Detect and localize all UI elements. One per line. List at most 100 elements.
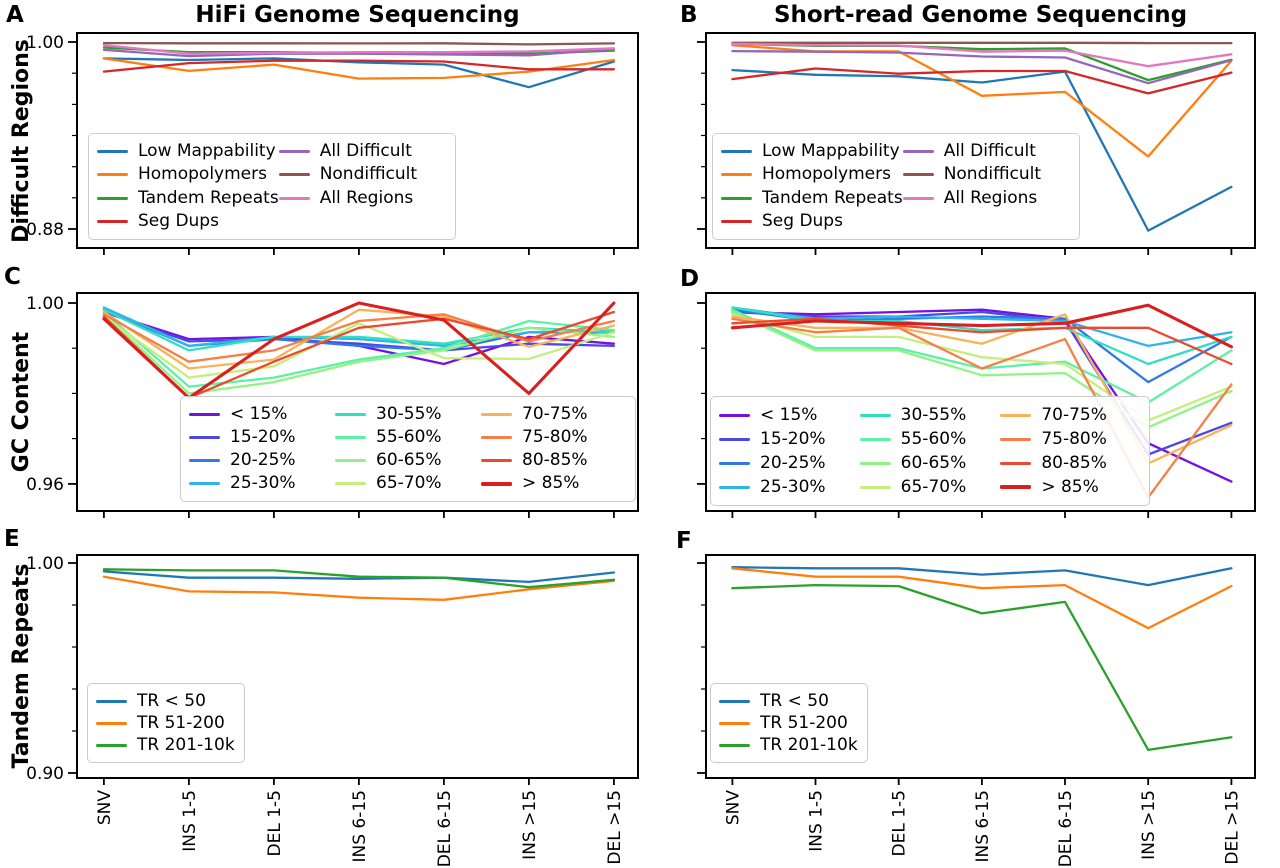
legend-item: 60-65% xyxy=(859,451,1001,475)
x-tick-label: INS 1-5 xyxy=(807,790,827,852)
series-line xyxy=(102,308,616,370)
legend-line-sample xyxy=(1000,437,1032,441)
legend-item: 30-55% xyxy=(859,403,1001,427)
legend-item: 65-70% xyxy=(859,475,1001,499)
legend-line-sample xyxy=(97,150,128,154)
legend-item: 15-20% xyxy=(719,427,860,451)
legend-label: > 85% xyxy=(522,473,580,493)
legend-line-sample xyxy=(278,173,310,177)
legend-item: < 15% xyxy=(719,403,860,427)
legend-line-sample xyxy=(719,485,750,489)
series-line xyxy=(731,567,1233,630)
y-tick-label: 1.00 xyxy=(26,294,64,314)
plot-border xyxy=(705,32,1256,249)
panel-f-plot: SNV INS 1-5 DEL 1-5 INS 6-15 DEL 6-15 INS >15… xyxy=(697,554,1256,867)
legend-line-sample xyxy=(335,459,366,462)
legend-item: < 15% xyxy=(189,403,335,426)
legend-line-sample xyxy=(189,459,220,462)
legend-line-sample xyxy=(189,436,220,439)
legend-item: 70-75% xyxy=(481,403,627,426)
legend-label: 75-80% xyxy=(1041,428,1107,449)
legend-line-sample xyxy=(189,482,220,485)
legend-column: Low Mappability Homopolymers Tandem Repeat… xyxy=(721,140,903,233)
panel-letter-b: B xyxy=(680,2,698,28)
legend-label: Seg Dups xyxy=(762,210,843,231)
legend-item: 55-60% xyxy=(335,426,481,449)
series-line xyxy=(731,317,1233,366)
legend-line-sample xyxy=(719,743,750,747)
x-tick-label: INS 6-15 xyxy=(350,790,370,863)
legend-label: 60-65% xyxy=(376,450,442,470)
legend-line-sample xyxy=(96,721,127,725)
legend-label: Low Mappability xyxy=(138,141,276,162)
legend-line-sample xyxy=(721,150,752,154)
series-line xyxy=(102,310,616,388)
legend-line-sample xyxy=(481,459,512,462)
legend-item: TR 51-200 xyxy=(719,712,859,734)
legend-item: 75-80% xyxy=(1000,427,1141,451)
panel-d-legend: < 15% 15-20% 20-25% 25-30% 30-55% 55-60% 60-65… xyxy=(710,396,1150,506)
panel-a-plot: 1.00 0.88 xyxy=(26,32,639,255)
legend-label: 65-70% xyxy=(376,473,442,493)
legend-item: Low Mappability xyxy=(721,140,903,163)
legend-line-sample xyxy=(335,413,366,416)
legend-line-sample xyxy=(859,413,891,417)
legend-item: All Regions xyxy=(278,187,447,210)
legend-line-sample xyxy=(902,150,934,154)
legend-line-sample xyxy=(278,196,310,200)
legend-label: 15-20% xyxy=(230,427,296,447)
legend-label: 75-80% xyxy=(522,427,588,447)
legend-label: Tandem Repeats xyxy=(762,187,903,208)
legend-line-sample xyxy=(335,436,366,439)
x-tick-label: DEL 6-15 xyxy=(435,790,455,867)
series-line xyxy=(102,47,616,58)
legend-column: < 15% 15-20% 20-25% 25-30% xyxy=(719,403,860,499)
legend-label: All Difficult xyxy=(319,141,412,162)
legend-item: TR < 50 xyxy=(719,690,859,712)
legend-line-sample xyxy=(481,413,512,416)
series-line xyxy=(102,301,616,400)
legend-column: 30-55% 55-60% 60-65% 65-70% xyxy=(859,403,1001,499)
x-tick-label: INS 1-5 xyxy=(180,790,200,852)
legend-item: Seg Dups xyxy=(721,210,903,233)
legend-item: TR < 50 xyxy=(96,690,236,712)
x-tick-label: DEL >15 xyxy=(1222,790,1242,865)
legend-line-sample xyxy=(721,173,752,177)
series-line xyxy=(102,568,616,589)
legend-item: > 85% xyxy=(1000,475,1141,499)
legend-line-sample xyxy=(481,481,512,486)
legend-line-sample xyxy=(859,485,891,489)
panel-letter-f: F xyxy=(676,528,692,554)
legend-item: All Difficult xyxy=(902,140,1071,163)
panel-letter-d: D xyxy=(680,266,700,292)
legend-line-sample xyxy=(96,743,127,747)
legend-label: Homopolymers xyxy=(138,164,267,185)
legend-item: TR 51-200 xyxy=(96,712,236,734)
series-line xyxy=(102,570,616,584)
legend-label: 70-75% xyxy=(522,404,588,424)
legend-label: Nondifficult xyxy=(319,164,418,185)
series-line xyxy=(102,59,616,73)
legend-item: 25-30% xyxy=(189,472,335,495)
legend-label: TR 51-200 xyxy=(760,712,848,733)
legend-line-sample xyxy=(97,173,128,177)
legend-item: Homopolymers xyxy=(721,163,903,186)
legend-item: Homopolymers xyxy=(97,163,279,186)
series-line xyxy=(102,315,616,379)
legend-label: 20-25% xyxy=(760,452,826,473)
series-line xyxy=(731,566,1233,587)
legend-label: 70-75% xyxy=(1041,404,1107,425)
legend-item: 65-70% xyxy=(335,472,481,495)
legend-item: 80-85% xyxy=(1000,451,1141,475)
legend-line-sample xyxy=(278,150,310,154)
legend-item: Tandem Repeats xyxy=(97,187,279,210)
legend-label: All Regions xyxy=(319,187,414,208)
legend-item: 30-55% xyxy=(335,403,481,426)
legend-label: < 15% xyxy=(760,404,818,425)
legend-column: TR < 50 TR 51-200 TR 201-10k xyxy=(96,690,236,756)
panel-b-legend: Low Mappability Homopolymers Tandem Repeat… xyxy=(712,133,1080,240)
legend-column: < 15% 15-20% 20-25% 25-30% xyxy=(189,403,335,495)
plot-border xyxy=(705,292,1256,512)
legend-column: TR < 50 TR 51-200 TR 201-10k xyxy=(719,690,859,756)
panel-letter-e: E xyxy=(4,526,20,552)
